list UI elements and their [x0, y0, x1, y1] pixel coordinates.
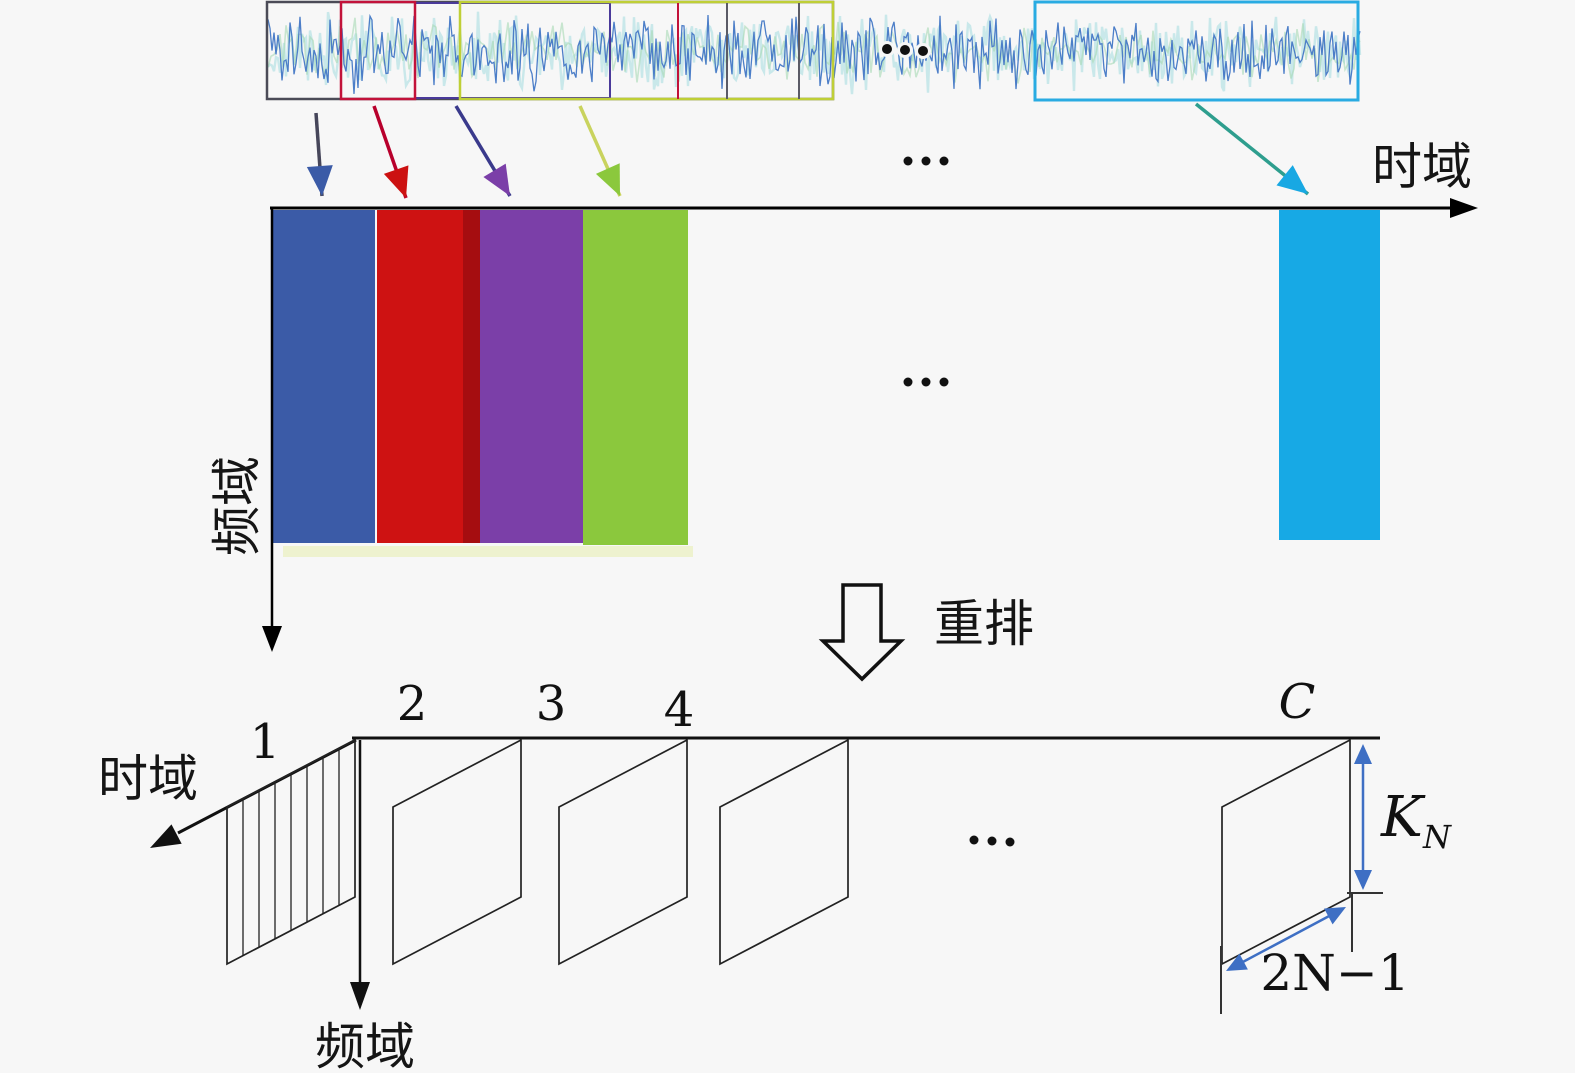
waveform-trace: [267, 11, 1362, 95]
tf-segment-bar: [583, 210, 688, 545]
window-box: [339, 0, 417, 101]
ellipsis-dot: [921, 377, 931, 387]
rearrange-label: 重排: [934, 595, 1034, 653]
channel-frame: [558, 738, 688, 966]
channel-count-label: C: [1279, 674, 1316, 730]
frequency-domain-axis-label-top: 频域: [208, 456, 266, 556]
wn-measure-line: [1237, 912, 1335, 966]
ellipsis-dot: [903, 377, 913, 387]
freq-axis-bottom-arrowhead: [350, 982, 370, 1010]
frame-index-2: 2: [397, 676, 428, 732]
ellipsis-dot: [939, 156, 949, 166]
time-axis-top-arrowhead: [1450, 198, 1478, 218]
segment-arrowhead: [383, 165, 409, 198]
width-dimension-label: 2N−1: [1260, 944, 1409, 1002]
ellipsis-dot: [918, 46, 928, 56]
ellipsis-dot: [882, 44, 892, 54]
tf-segment-bar: [1279, 210, 1380, 540]
window-box: [458, 0, 835, 101]
diagram-drawing-layer: [150, 0, 1478, 1014]
ellipsis-dot: [987, 836, 997, 846]
channel-frame: [1221, 738, 1351, 966]
tf-segment-bar: [272, 210, 375, 543]
tf-segment-bar: [480, 210, 583, 543]
frequency-domain-axis-label-bottom: 频域: [315, 1018, 415, 1073]
wn-measure-arrowhead: [1226, 953, 1248, 971]
frame-index-3: 3: [536, 676, 567, 732]
kn-measure-arrowhead: [1354, 870, 1372, 890]
channel-frame: [392, 738, 522, 966]
ellipsis-dot: [921, 156, 931, 166]
time-domain-axis-label-bottom: 时域: [98, 750, 198, 808]
frame-index-1: 1: [250, 714, 281, 770]
bar-underline: [283, 546, 693, 557]
ellipsis-dot: [969, 835, 979, 845]
height-dimension-subscript: N: [1422, 818, 1452, 856]
diagram-label-layer: 时域 频域 重排 时域 频域 1 2 3 4 C K N 2N−1: [98, 138, 1472, 1073]
segment-arrowhead: [483, 163, 510, 196]
ellipsis-dot: [903, 156, 913, 166]
tf-segment-bar: [463, 210, 480, 543]
height-dimension-label: K: [1380, 785, 1426, 850]
segment-arrowhead: [306, 165, 333, 196]
wn-measure-arrowhead: [1324, 907, 1346, 925]
tf-segment-bar: [377, 210, 463, 543]
ellipsis-dot: [900, 45, 910, 55]
channel-frame: [719, 738, 849, 966]
channel-frame: [226, 738, 356, 966]
kn-measure-arrowhead: [1354, 744, 1372, 764]
ellipsis-dot: [1005, 837, 1015, 847]
ellipsis-dot: [939, 377, 949, 387]
time-axis-bottom-arrowhead: [150, 824, 182, 848]
segment-arrowhead: [1276, 165, 1308, 194]
freq-axis-top-arrowhead: [262, 626, 282, 652]
waveform-trace: [267, 13, 1361, 94]
segment-arrowhead: [595, 163, 620, 196]
time-domain-axis-label-top: 时域: [1372, 138, 1472, 196]
frame-index-4: 4: [664, 682, 695, 738]
rearrange-arrow: [818, 583, 906, 682]
window-box: [1033, 0, 1360, 102]
